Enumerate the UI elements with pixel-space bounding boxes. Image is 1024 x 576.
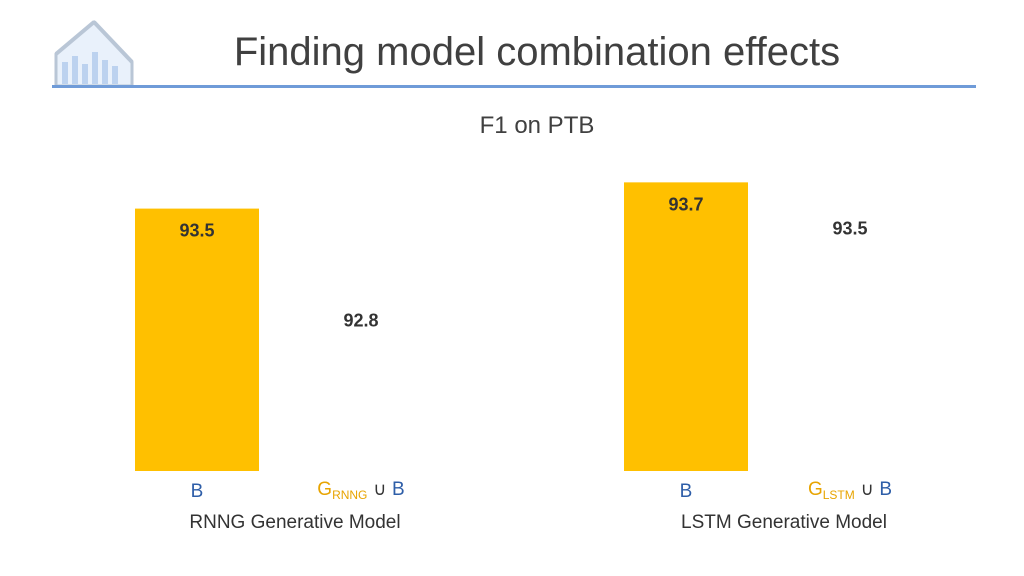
logo-icon: [54, 19, 134, 88]
group-label: LSTM Generative Model: [681, 512, 887, 533]
page-title: Finding model combination effects: [233, 30, 841, 74]
category-label: GLSTM ∪ B: [808, 479, 892, 502]
category-label: B: [191, 481, 204, 502]
category-label: B: [680, 481, 693, 502]
data-label: 92.8: [343, 310, 378, 330]
group-label: RNNG Generative Model: [189, 512, 400, 533]
category-label: GRNNG ∪ B: [317, 479, 404, 502]
bar: [624, 182, 748, 472]
bar: [135, 208, 259, 471]
data-label: 93.5: [832, 219, 867, 239]
data-label: 93.7: [668, 194, 703, 214]
data-label: 93.5: [179, 221, 214, 241]
title-divider: [52, 85, 976, 88]
chart-title: F1 on PTB: [479, 112, 595, 139]
